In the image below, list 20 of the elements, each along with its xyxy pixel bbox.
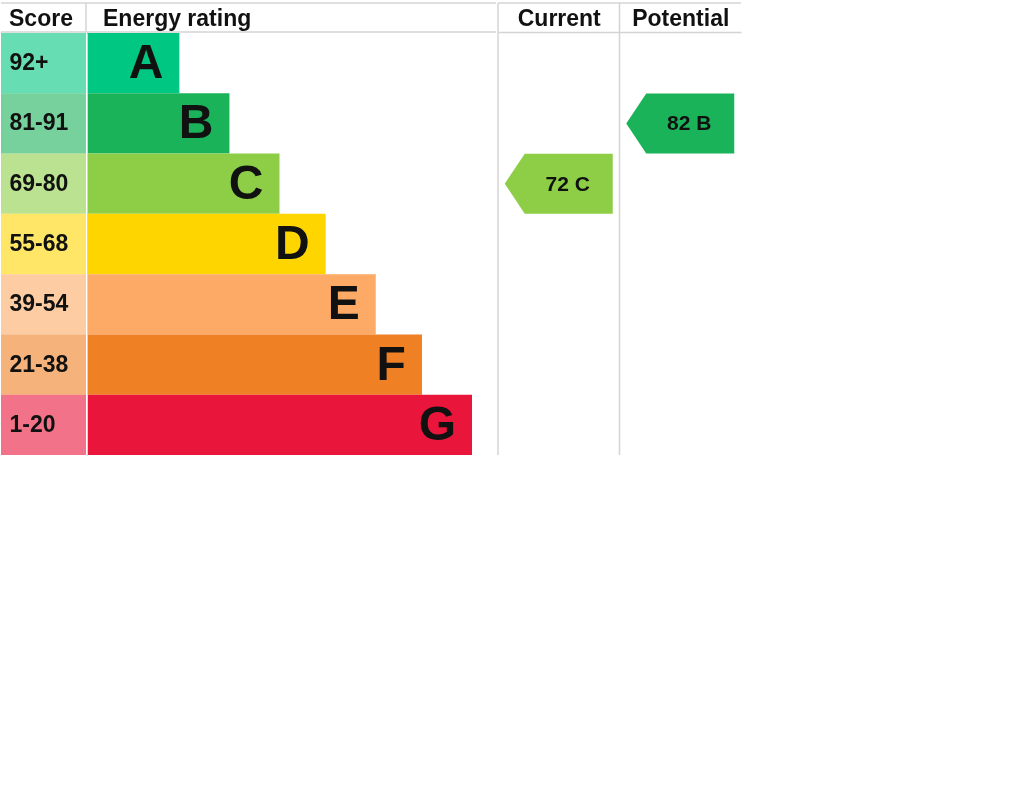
y-tick-label: 21-38 [9, 350, 69, 377]
annotation: F [376, 336, 406, 390]
y-tick-label: 39-54 [9, 290, 69, 317]
annotation: B [178, 95, 214, 149]
annotation: C [228, 155, 264, 209]
x-tick-label: Potential [632, 5, 730, 31]
data-label: 82 B [667, 111, 712, 135]
annotation: G [418, 396, 456, 450]
y-tick-label: 81-91 [9, 109, 69, 136]
annotation: D [275, 216, 310, 269]
annotation: E [327, 276, 360, 330]
y-tick-label: 69-80 [9, 169, 69, 196]
y-axis-title: Score [9, 4, 73, 31]
x-axis-title: Energy rating [103, 4, 252, 31]
y-tick-label: 55-68 [9, 230, 69, 256]
x-tick-label: Current [517, 5, 602, 31]
y-tick-label: 1-20 [9, 410, 56, 437]
annotation: A [128, 35, 164, 89]
data-label: 72 C [545, 171, 590, 195]
y-tick-label: 92+ [9, 49, 49, 76]
